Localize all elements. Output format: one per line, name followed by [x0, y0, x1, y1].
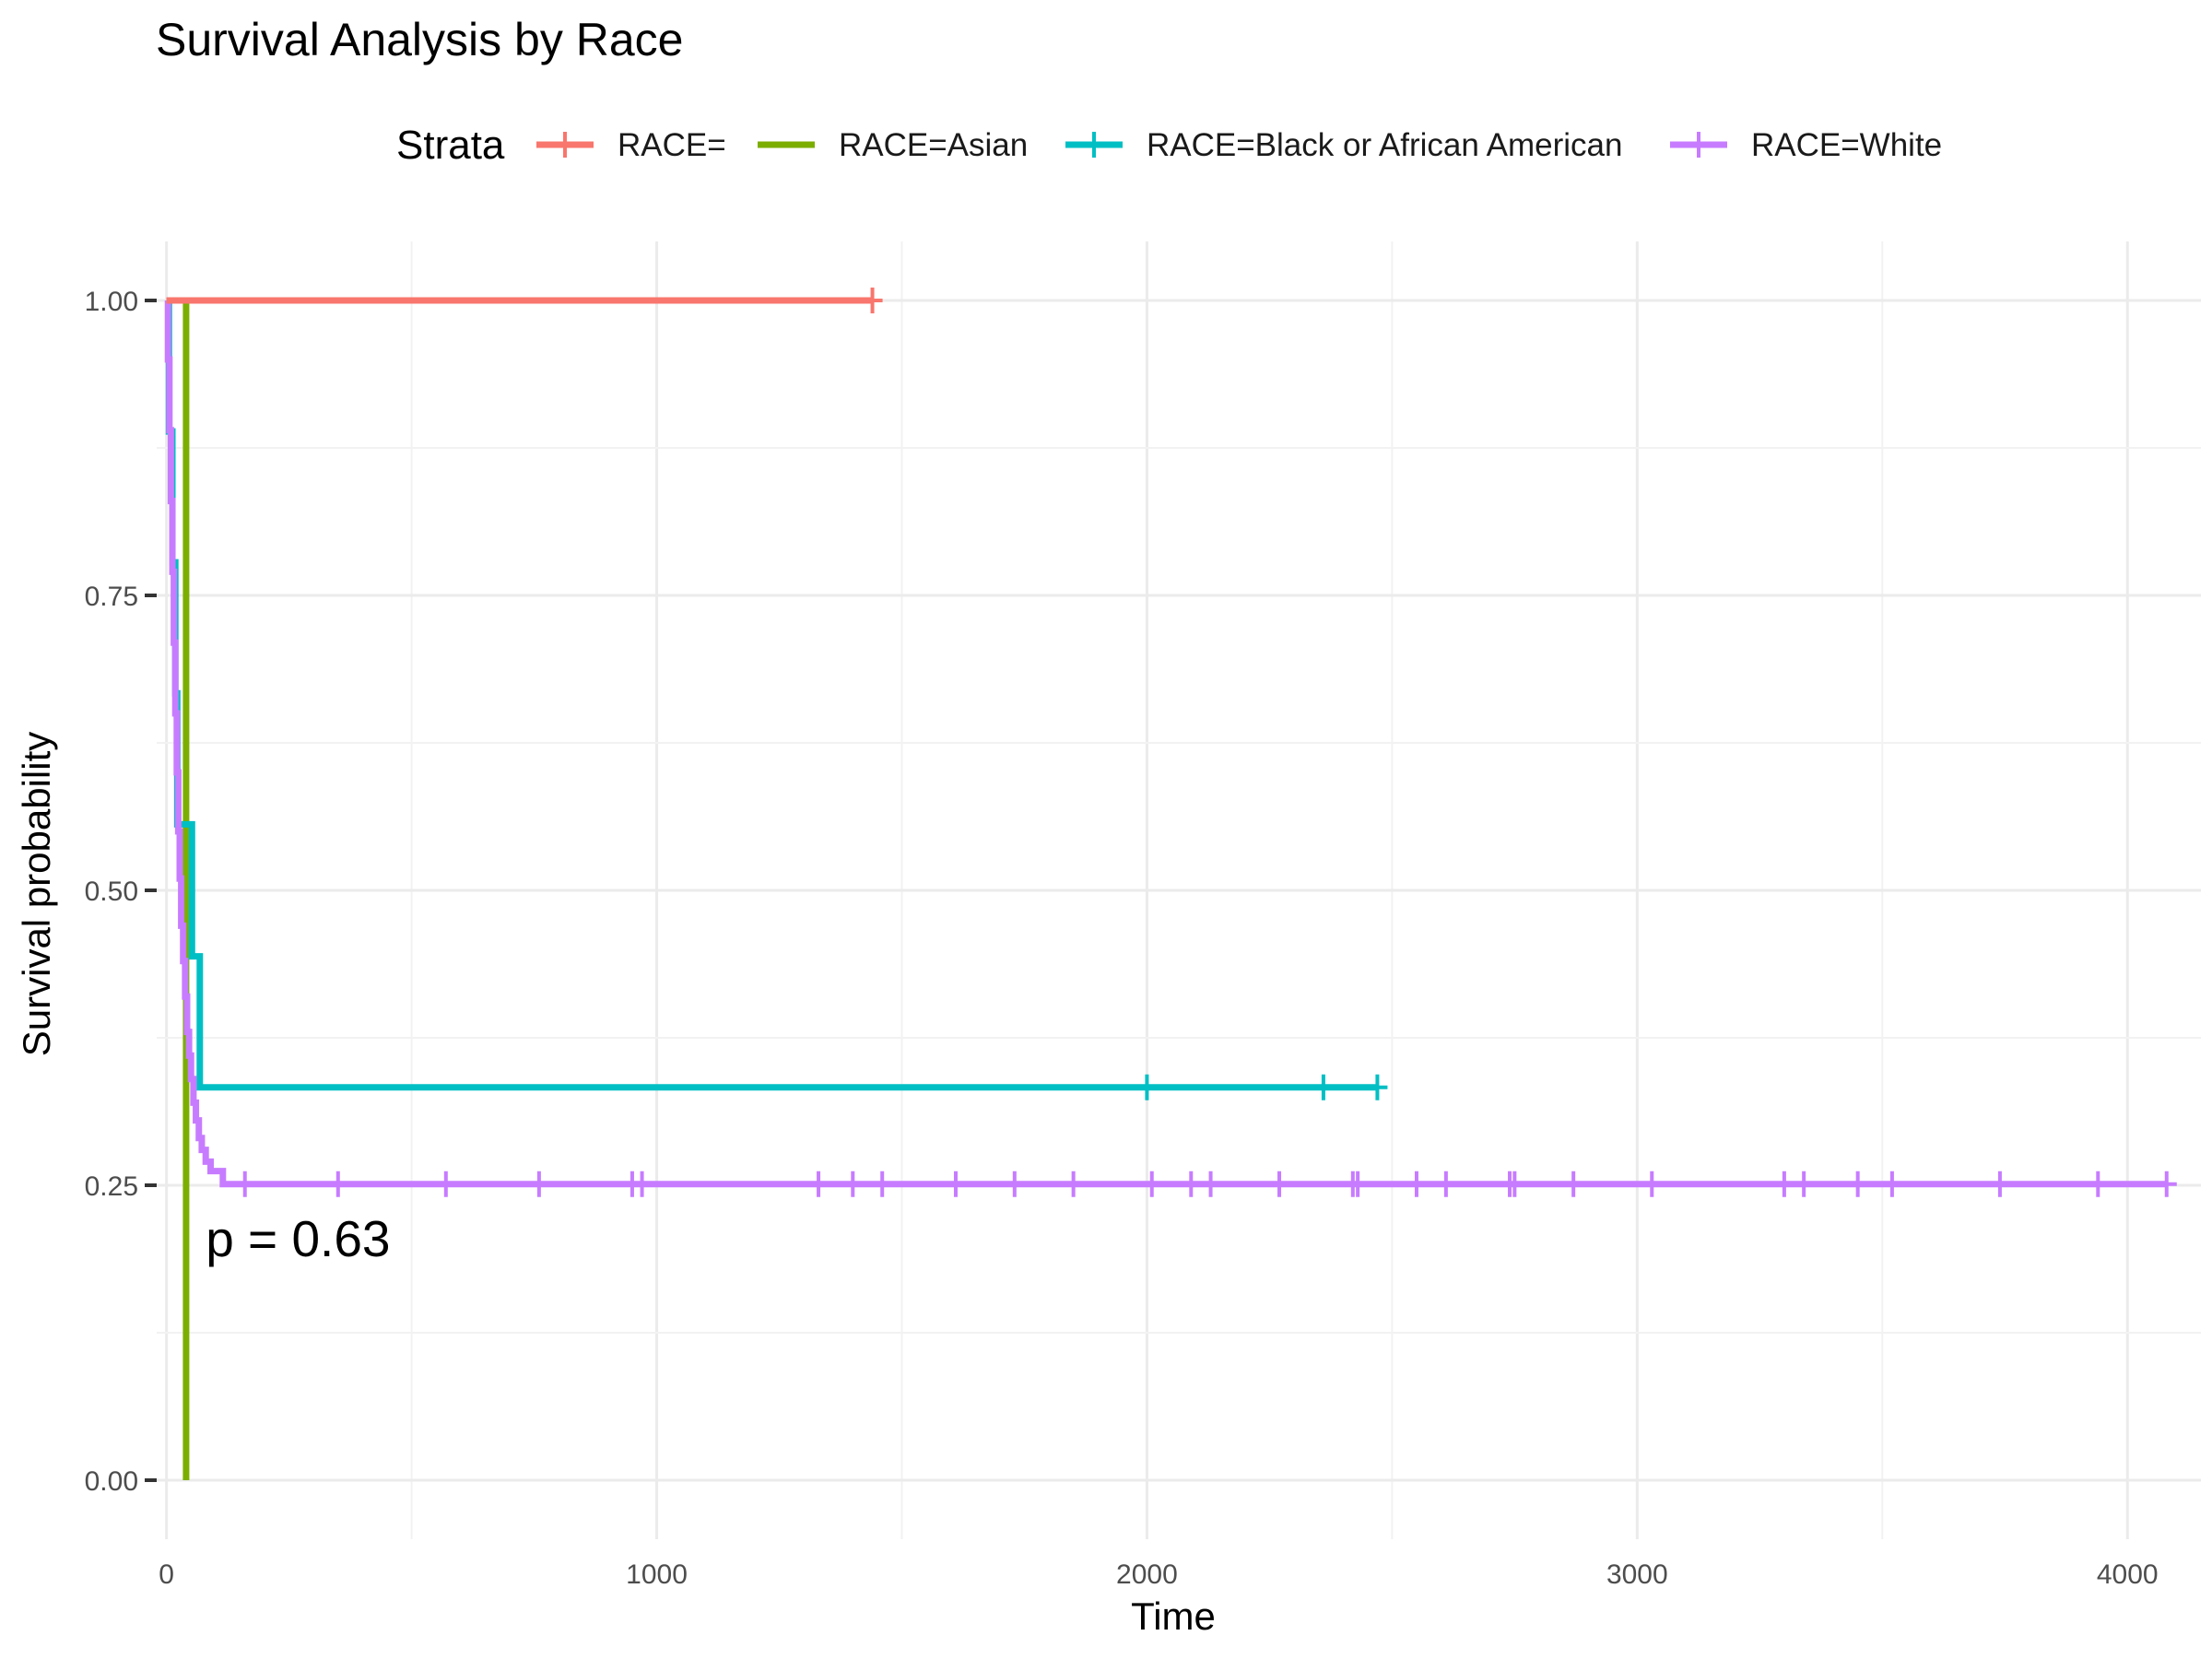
x-axis-title: Time — [1131, 1594, 1216, 1638]
x-tick-label: 0 — [159, 1559, 174, 1590]
censor-mark — [1794, 1171, 1815, 1197]
x-tick-label: 2000 — [1116, 1559, 1178, 1590]
censor-mark — [2088, 1171, 2109, 1197]
censor-mark — [1347, 1171, 1369, 1197]
censor-mark — [1641, 1171, 1663, 1197]
censor-mark — [872, 1171, 893, 1197]
censor-mark — [234, 1171, 255, 1197]
censor-mark — [435, 1171, 456, 1197]
y-tick-label: 0.25 — [85, 1171, 138, 1202]
censor-mark — [1312, 1074, 1334, 1100]
censor-mark — [1141, 1171, 1162, 1197]
series-3 — [164, 297, 2177, 1197]
series-layer — [164, 288, 2177, 1480]
censor-mark — [1200, 1171, 1221, 1197]
survival-curve — [164, 297, 2167, 1188]
legend-item: RACE=White — [1670, 127, 1942, 163]
y-tick-label: 0.75 — [85, 582, 138, 612]
y-axis-title: Survival probability — [15, 732, 58, 1057]
legend-label: RACE= — [618, 127, 726, 163]
legend-key-censor-mark — [1688, 132, 1709, 158]
censor-mark — [1504, 1171, 1525, 1197]
legend-label: RACE=White — [1751, 127, 1942, 163]
censor-mark — [1773, 1171, 1794, 1197]
censor-mark — [1181, 1171, 1202, 1197]
censor-mark — [842, 1171, 864, 1197]
censor-mark — [1063, 1171, 1084, 1197]
y-axis: 0.00 0.25 0.50 0.75 1.00 — [85, 287, 157, 1497]
censor-mark — [528, 1171, 549, 1197]
series-2 — [165, 297, 1388, 1100]
legend-item: RACE= — [536, 127, 726, 163]
legend: Strata RACE= RACE=Asian RACE=Black or Afri… — [396, 123, 1942, 168]
censor-mark — [327, 1171, 348, 1197]
y-tick-label: 0.00 — [85, 1466, 138, 1497]
legend-label: RACE=Asian — [839, 127, 1028, 163]
p-value-annotation: p = 0.63 — [206, 1210, 390, 1267]
legend-key-censor-mark — [555, 132, 575, 158]
censor-mark — [945, 1171, 966, 1197]
censor-mark — [1406, 1171, 1427, 1197]
censor-mark — [1563, 1171, 1584, 1197]
legend-key-censor-mark — [1084, 132, 1104, 158]
series-0 — [166, 288, 883, 313]
x-axis: 0 1000 2000 3000 4000 — [159, 1559, 2158, 1590]
censor-mark — [1989, 1171, 2010, 1197]
legend-item: RACE=Asian — [758, 127, 1028, 163]
censor-mark — [862, 288, 883, 313]
legend-item: RACE=Black or African American — [1065, 127, 1622, 163]
censor-mark — [1004, 1171, 1025, 1197]
censor-mark — [1269, 1171, 1290, 1197]
y-tick-label: 0.50 — [85, 877, 138, 907]
legend-label: RACE=Black or African American — [1147, 127, 1622, 163]
legend-title: Strata — [396, 123, 505, 168]
y-tick-label: 1.00 — [85, 287, 138, 317]
censor-mark — [1435, 1171, 1456, 1197]
x-tick-label: 4000 — [2097, 1559, 2159, 1590]
x-tick-label: 1000 — [626, 1559, 688, 1590]
chart-title: Survival Analysis by Race — [156, 14, 683, 65]
censor-mark — [1367, 1074, 1388, 1100]
x-tick-label: 3000 — [1606, 1559, 1668, 1590]
censor-mark — [1136, 1074, 1158, 1100]
censor-mark — [808, 1171, 830, 1197]
plot-panel — [157, 241, 2201, 1539]
censor-mark — [1881, 1171, 1902, 1197]
censor-mark — [1847, 1171, 1868, 1197]
censor-mark — [631, 1171, 653, 1197]
survival-curve — [165, 297, 1378, 1091]
censor-mark — [2156, 1171, 2177, 1197]
grid — [157, 241, 2201, 1539]
